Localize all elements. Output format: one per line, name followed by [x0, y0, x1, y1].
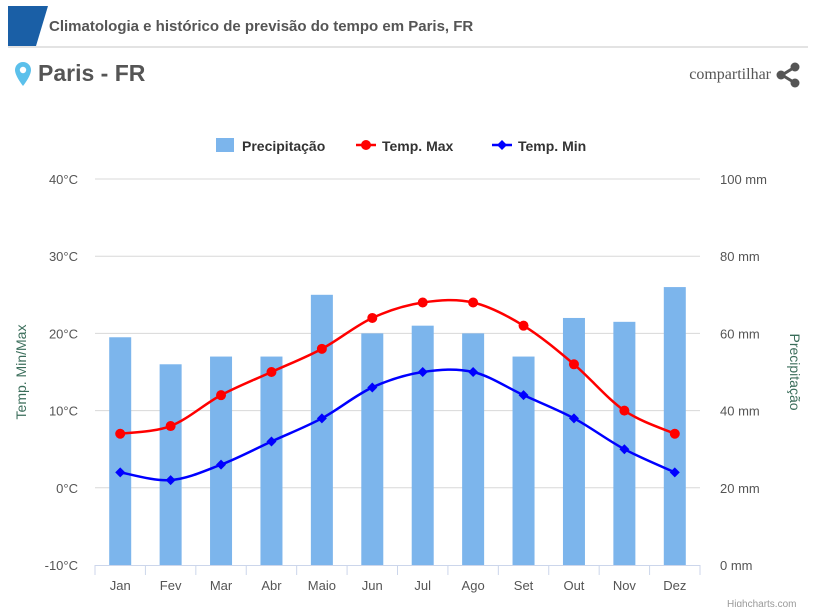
precip-bar	[361, 333, 384, 565]
x-tick-label: Nov	[613, 578, 637, 593]
precip-bar	[260, 356, 283, 565]
header-accent-icon	[8, 6, 48, 46]
temp-min-point	[468, 367, 479, 377]
legend-precip-symbol	[216, 138, 234, 152]
temp-max-point	[115, 428, 126, 439]
x-tick-label: Mar	[210, 578, 233, 593]
temp-max-point	[568, 359, 579, 370]
x-tick-label: Jul	[414, 578, 431, 593]
temp-min-point	[316, 413, 327, 424]
share-label: compartilhar	[689, 66, 771, 83]
precip-bar	[663, 287, 686, 565]
x-tick-label: Set	[514, 578, 534, 593]
left-tick-label: 10°C	[49, 404, 78, 419]
temp-max-point	[165, 421, 176, 432]
location-name: Paris - FR	[38, 60, 146, 86]
precip-bar	[462, 333, 485, 565]
legend-marker	[361, 140, 371, 150]
precip-bar	[411, 325, 434, 565]
x-tick-label: Ago	[462, 578, 485, 593]
left-axis-title: Temp. Min/Max	[13, 325, 29, 420]
temp-max-point	[619, 405, 630, 416]
left-tick-label: 20°C	[49, 326, 78, 341]
temp-max-line	[120, 298, 676, 435]
temp-min-point	[367, 382, 378, 393]
temp-min-point	[619, 444, 630, 455]
precip-bar	[159, 364, 182, 565]
right-tick-label: 20 mm	[720, 481, 760, 496]
temp-max-point	[669, 428, 680, 439]
right-tick-label: 80 mm	[720, 249, 760, 264]
x-tick-label: Dez	[663, 578, 686, 593]
legend-item-label: Temp. Min	[518, 138, 586, 154]
temp-min-point	[568, 413, 579, 424]
share-icon	[776, 62, 800, 88]
left-tick-label: 30°C	[49, 249, 78, 264]
x-tick-label: Maio	[308, 578, 336, 593]
temp-max-point	[417, 297, 428, 308]
x-tick-label: Abr	[261, 578, 282, 593]
temp-min-point	[518, 390, 529, 401]
precip-bar	[562, 317, 585, 565]
legend-item-label: Precipitação	[242, 138, 325, 154]
x-tick-label: Jun	[362, 578, 383, 593]
temp-min-point	[266, 436, 277, 447]
temp-max-point	[216, 390, 227, 401]
page-header: Climatologia e histórico de previsão do …	[8, 6, 808, 48]
temp-max-point	[468, 297, 479, 308]
left-tick-label: 40°C	[49, 172, 78, 187]
legend-marker	[497, 140, 507, 150]
map-pin-icon	[15, 61, 31, 86]
precip-bar	[613, 321, 636, 565]
temp-min-point	[669, 467, 680, 478]
page-title: Climatologia e histórico de previsão do …	[49, 18, 474, 35]
left-tick-label: -10°C	[45, 558, 78, 573]
x-tick-label: Fev	[160, 578, 182, 593]
x-tick-label: Jan	[110, 578, 131, 593]
temp-min-point	[115, 467, 126, 478]
temp-min-line	[119, 368, 676, 482]
share-button[interactable]: compartilhar	[689, 62, 801, 88]
x-tick-label: Out	[563, 578, 584, 593]
precip-bar	[310, 294, 333, 565]
location-heading: Paris - FR	[14, 60, 145, 87]
left-tick-label: 0°C	[56, 481, 78, 496]
right-tick-label: 100 mm	[720, 172, 767, 187]
right-tick-label: 0 mm	[720, 558, 753, 573]
precip-bar	[512, 356, 535, 565]
temp-max-point	[367, 312, 378, 323]
precip-bar	[109, 337, 132, 565]
temp-min-point	[417, 367, 428, 377]
highcharts-credit: Highcharts.com	[727, 599, 796, 607]
temp-max-point	[266, 367, 277, 377]
right-tick-label: 40 mm	[720, 404, 760, 419]
temp-max-point	[316, 343, 327, 354]
right-tick-label: 60 mm	[720, 326, 760, 341]
temp-min-point	[165, 475, 176, 486]
temp-min-point	[216, 459, 227, 470]
temp-max-point	[518, 320, 529, 331]
right-axis-title: Precipitação	[787, 333, 803, 410]
legend-item-label: Temp. Max	[382, 138, 454, 154]
